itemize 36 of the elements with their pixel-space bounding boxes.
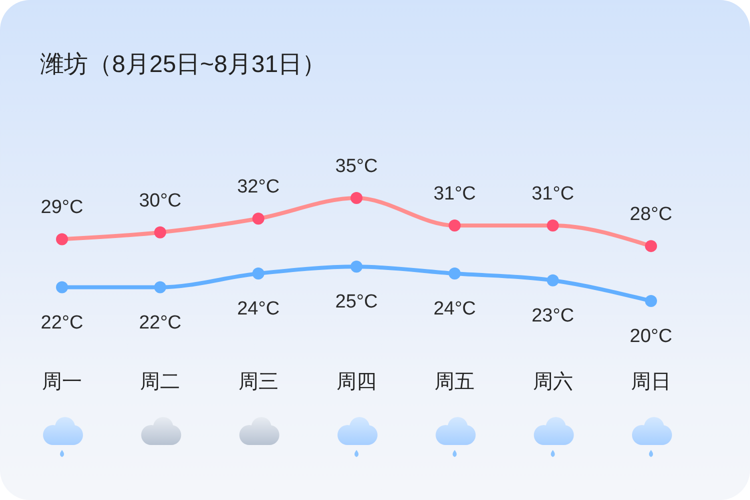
x-tick-label: 周四 [336,371,376,393]
point [645,240,657,252]
x-tick-label: 周三 [238,371,278,393]
data-label: 22°C [40,312,84,333]
data-label: 30°C [138,190,182,211]
point [154,281,166,294]
data-label: 20°C [630,326,672,346]
point [252,212,264,225]
data-label: 24°C [433,298,476,320]
point [350,192,362,204]
data-label: 31°C [532,182,574,204]
point [546,274,559,286]
data-label: 24°C [237,298,280,320]
point [350,260,362,273]
point [252,268,264,280]
x-tick-label: 周一 [42,371,82,393]
x-tick-label: 周五 [434,371,475,393]
chart-title: 潍坊（8月25日~8月31日） [40,50,326,80]
point [448,219,461,232]
x-tick-label: 周日 [631,371,671,393]
point [546,219,559,232]
data-label: 28°C [630,204,672,225]
data-label: 29°C [40,196,84,218]
point [448,268,461,280]
point [154,226,166,238]
point [56,233,68,246]
x-tick-label: 周二 [140,371,180,393]
point [56,281,68,294]
point [645,295,657,307]
data-label: 25°C [335,291,378,312]
x-tick-label: 周六 [532,371,573,393]
data-label: 31°C [433,182,476,204]
data-label: 22°C [138,312,182,333]
data-label: 32°C [237,176,280,198]
data-label: 23°C [532,304,574,326]
data-label: 35°C [335,156,378,176]
